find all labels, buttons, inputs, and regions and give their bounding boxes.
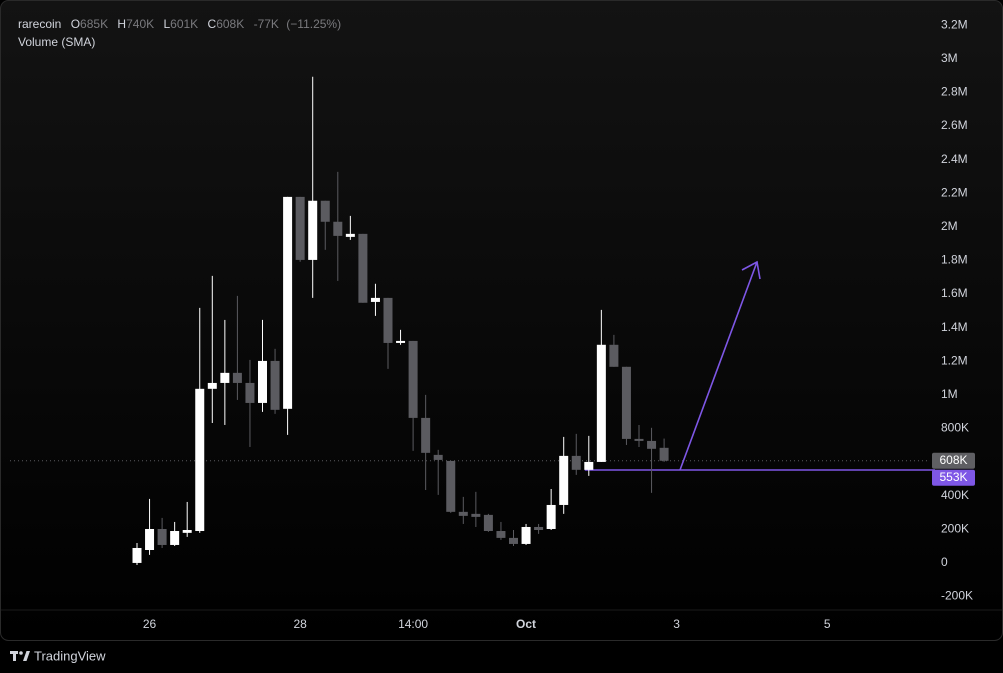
candle-body — [295, 196, 305, 260]
candle-body — [458, 511, 468, 516]
candle-body — [659, 447, 669, 461]
candle-body — [182, 530, 192, 533]
candle-body — [534, 526, 544, 530]
candle-body — [621, 366, 631, 439]
y-tick-label: 2.2M — [941, 185, 968, 199]
y-tick-label: 3M — [941, 51, 958, 65]
candle-body — [546, 504, 556, 529]
change-percent: (−11.25%) — [286, 17, 341, 31]
x-tick-label: Oct — [516, 617, 536, 631]
candle-body — [596, 344, 606, 462]
y-tick-label: 1.6M — [941, 286, 968, 300]
candle-body — [283, 196, 293, 409]
x-tick-label: 28 — [293, 617, 307, 631]
y-tick-label: 1M — [941, 387, 958, 401]
y-tick-label: 1.2M — [941, 353, 968, 367]
candle-body — [132, 547, 142, 563]
y-tick-label: 200K — [941, 521, 969, 535]
candle-body — [145, 528, 155, 550]
open-key: O — [71, 17, 80, 31]
candle-body — [609, 344, 619, 367]
close-value: 608K — [216, 17, 244, 31]
candle-body — [220, 372, 230, 383]
x-tick-label: 3 — [673, 617, 680, 631]
y-tick-label: 1.8M — [941, 253, 968, 267]
open-value: 685K — [80, 17, 108, 31]
x-tick-label: 5 — [824, 617, 831, 631]
arrow-drawing — [679, 260, 761, 471]
candle-body — [333, 221, 343, 236]
change-value: -77K — [254, 17, 279, 31]
high-key: H — [117, 17, 126, 31]
candle-body — [358, 233, 368, 303]
candle-body — [634, 438, 644, 441]
candle-body — [232, 372, 242, 383]
line-price-tag — [932, 469, 975, 486]
x-tick-label: 26 — [143, 617, 157, 631]
low-value: 601K — [170, 17, 198, 31]
candle-body — [270, 360, 280, 410]
y-tick-label: -200K — [941, 589, 973, 603]
candle-body — [647, 440, 657, 449]
y-tick-label: 400K — [941, 488, 969, 502]
y-tick-label: 2M — [941, 219, 958, 233]
candle-body — [207, 382, 217, 389]
candle-body — [383, 297, 393, 343]
candle-body — [320, 200, 330, 222]
candle-body — [396, 340, 406, 343]
candle-body — [496, 531, 506, 538]
low-key: L — [163, 17, 170, 31]
candle-body — [471, 513, 481, 517]
candle-body — [195, 388, 205, 532]
line-price-label: 553K — [939, 470, 967, 484]
candle-body — [408, 340, 418, 418]
candle-body — [345, 233, 355, 237]
candle-body — [258, 360, 267, 403]
candle-body — [509, 537, 518, 544]
y-tick-label: 0 — [941, 555, 948, 569]
brand-logo — [10, 651, 30, 661]
brand-name: TradingView — [34, 648, 106, 663]
candle-body — [584, 461, 594, 470]
y-tick-label: 3.2M — [941, 17, 968, 31]
legend-row: rarecoin O685K H740K L601K C608K -77K (−… — [18, 17, 341, 31]
close-key: C — [208, 17, 217, 31]
y-tick-label: 2.6M — [941, 118, 968, 132]
high-value: 740K — [126, 17, 154, 31]
last-price-label: 608K — [939, 453, 967, 467]
y-tick-label: 1.4M — [941, 320, 968, 334]
x-tick-label: 14:00 — [398, 617, 428, 631]
candle-body — [559, 455, 569, 505]
candle-body — [521, 526, 531, 544]
y-tick-label: 2.4M — [941, 152, 968, 166]
candle-body — [170, 531, 180, 545]
y-tick-label: 2.8M — [941, 85, 968, 99]
candle-body — [571, 455, 581, 470]
candle-body — [446, 460, 456, 512]
indicator-label: Volume (SMA) — [18, 35, 95, 49]
candle-body — [483, 514, 493, 532]
plot — [10, 76, 935, 565]
y-tick-label: 800K — [941, 421, 969, 435]
candle-body — [308, 200, 318, 260]
candle-body — [421, 417, 431, 453]
candle-body — [370, 297, 380, 302]
last-price-tag — [932, 452, 975, 469]
candle-body — [433, 454, 443, 460]
symbol: rarecoin — [18, 17, 61, 31]
candle-body — [157, 528, 167, 545]
candle-body — [245, 382, 255, 403]
